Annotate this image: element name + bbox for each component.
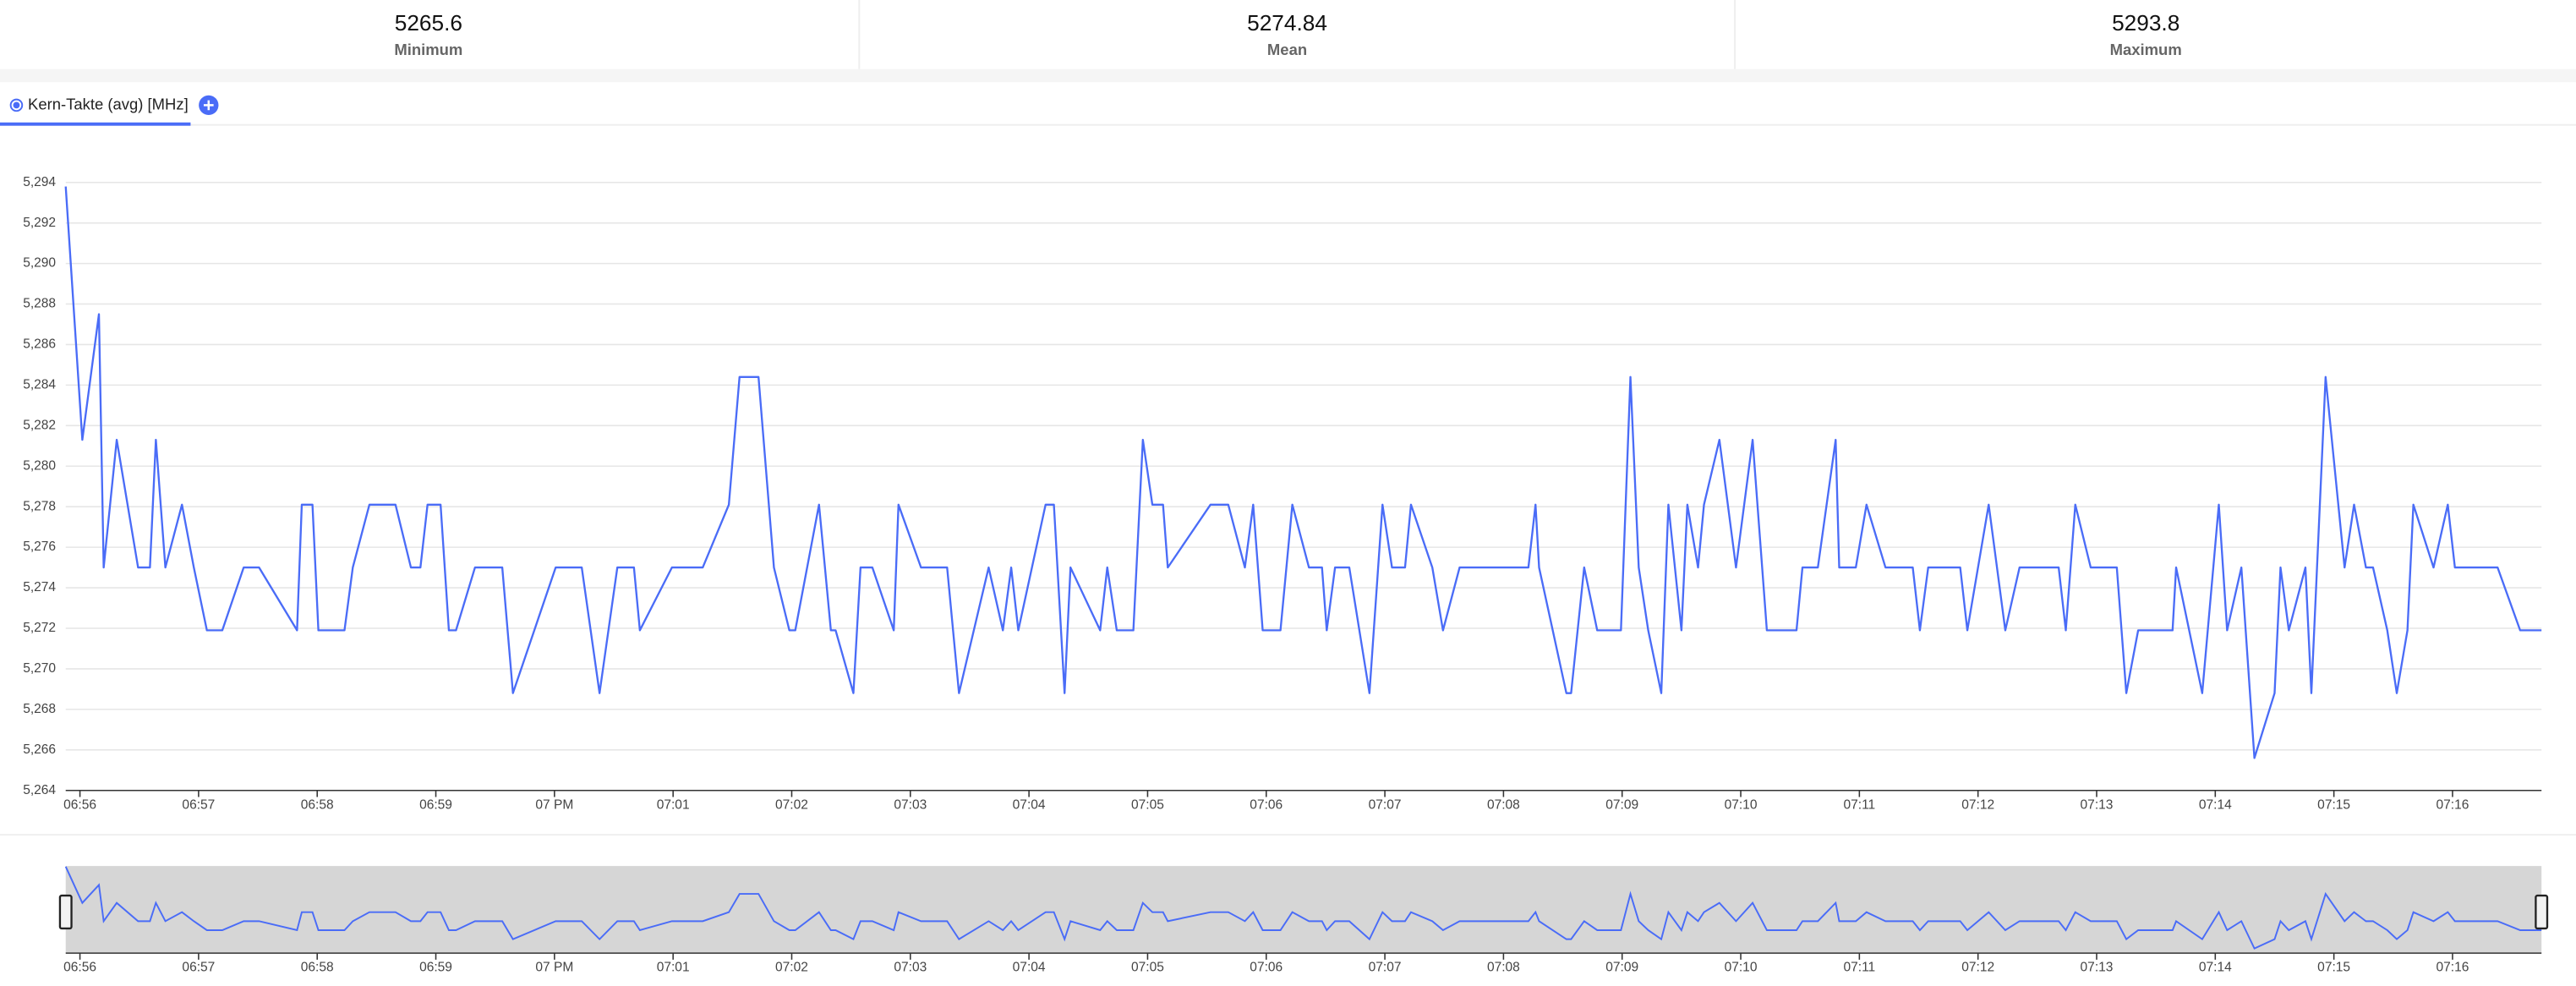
- stat-value: 5274.84: [1247, 10, 1327, 36]
- navigator-handle[interactable]: [58, 894, 73, 930]
- x-tick-label: 07:14: [2199, 797, 2232, 812]
- navigator: [65, 866, 2542, 954]
- nav-x-tick-label: 07:11: [1843, 961, 1875, 975]
- x-tick-label: 06:59: [419, 797, 452, 812]
- nav-x-tick-label: 07:06: [1250, 961, 1283, 975]
- y-tick-label: 5,272: [23, 621, 56, 635]
- x-tick-label: 07:03: [894, 797, 927, 812]
- x-tick-label: 07:01: [657, 797, 690, 812]
- separator: [0, 68, 2576, 83]
- radio-dot: [13, 101, 20, 109]
- y-tick-label: 5,266: [23, 742, 56, 757]
- tab-underline: [0, 122, 191, 126]
- nav-x-tick-label: 07:03: [894, 961, 927, 975]
- y-tick-label: 5,288: [23, 297, 56, 311]
- nav-x-tick-label: 07:08: [1487, 961, 1520, 975]
- x-tick-label: 07:02: [775, 797, 808, 812]
- nav-x-tick-label: 07:15: [2317, 961, 2350, 975]
- y-tick-label: 5,282: [23, 418, 56, 432]
- nav-x-tick-label: 07:05: [1131, 961, 1164, 975]
- x-tick-label: 07:11: [1843, 797, 1875, 812]
- stat-value: 5293.8: [2112, 10, 2179, 36]
- stat-label: Minimum: [394, 41, 462, 58]
- nav-x-tick-label: 07:07: [1369, 961, 1402, 975]
- tab-label: Kern-Takte (avg) [MHz]: [28, 95, 189, 112]
- navigator-handle[interactable]: [2535, 894, 2549, 930]
- navigator-line: [64, 866, 2542, 950]
- add-icon: [203, 100, 214, 111]
- y-tick-label: 5,280: [23, 458, 56, 473]
- nav-x-tick-label: 07:04: [1013, 961, 1046, 975]
- tab[interactable]: Kern-Takte (avg) [MHz]: [0, 95, 191, 126]
- y-tick-label: 5,284: [23, 378, 56, 392]
- x-tick-label: 07:13: [2081, 797, 2114, 812]
- add-button[interactable]: [199, 95, 219, 116]
- y-tick-label: 5,278: [23, 499, 56, 513]
- x-tick-label: 06:58: [301, 797, 334, 812]
- nav-x-tick-label: 07 PM: [535, 961, 573, 975]
- nav-x-tick-label: 07:01: [657, 961, 690, 975]
- y-tick-label: 5,286: [23, 337, 56, 352]
- stats-bar: [0, 0, 2576, 69]
- y-tick-label: 5,294: [23, 175, 56, 189]
- x-tick-label: 07:08: [1487, 797, 1520, 812]
- y-tick-label: 5,292: [23, 216, 56, 230]
- y-tick-label: 5,268: [23, 702, 56, 716]
- y-tick-label: 5,270: [23, 661, 56, 676]
- y-tick-label: 5,264: [23, 783, 56, 797]
- x-tick-label: 06:56: [63, 797, 96, 812]
- stat-label: Maximum: [2110, 41, 2182, 58]
- x-tick-label: 07:07: [1369, 797, 1402, 812]
- nav-x-tick-label: 07:10: [1725, 961, 1758, 975]
- y-tick-label: 5,274: [23, 580, 56, 594]
- x-tick-label: 07:16: [2437, 797, 2469, 812]
- series-line: [64, 186, 2542, 759]
- y-tick-label: 5,276: [23, 540, 56, 554]
- x-tick-label: 07:15: [2317, 797, 2350, 812]
- x-tick-label: 07:04: [1013, 797, 1046, 812]
- x-tick-label: 07:12: [1961, 797, 1994, 812]
- x-tick-label: 07:10: [1725, 797, 1758, 812]
- x-tick-label: 07:06: [1250, 797, 1283, 812]
- stat-label: Mean: [1267, 41, 1307, 58]
- nav-x-tick-label: 07:02: [775, 961, 808, 975]
- nav-x-tick-label: 07:09: [1605, 961, 1638, 975]
- x-tick-label: 07:09: [1605, 797, 1638, 812]
- x-tick-label: 07:05: [1131, 797, 1164, 812]
- nav-x-tick-label: 07:14: [2199, 961, 2232, 975]
- y-tick-label: 5,290: [23, 256, 56, 271]
- nav-x-tick-label: 06:57: [182, 961, 215, 975]
- nav-x-tick-label: 06:58: [301, 961, 334, 975]
- nav-x-tick-label: 07:12: [1961, 961, 1994, 975]
- radio: [9, 98, 24, 112]
- x-tick-label: 07 PM: [535, 797, 573, 812]
- nav-x-tick-label: 06:59: [419, 961, 452, 975]
- stat-value: 5265.6: [395, 10, 462, 36]
- x-tick-label: 06:57: [182, 797, 215, 812]
- nav-x-tick-label: 07:13: [2081, 961, 2114, 975]
- nav-x-tick-label: 06:56: [63, 961, 96, 975]
- nav-x-tick-label: 07:16: [2437, 961, 2469, 975]
